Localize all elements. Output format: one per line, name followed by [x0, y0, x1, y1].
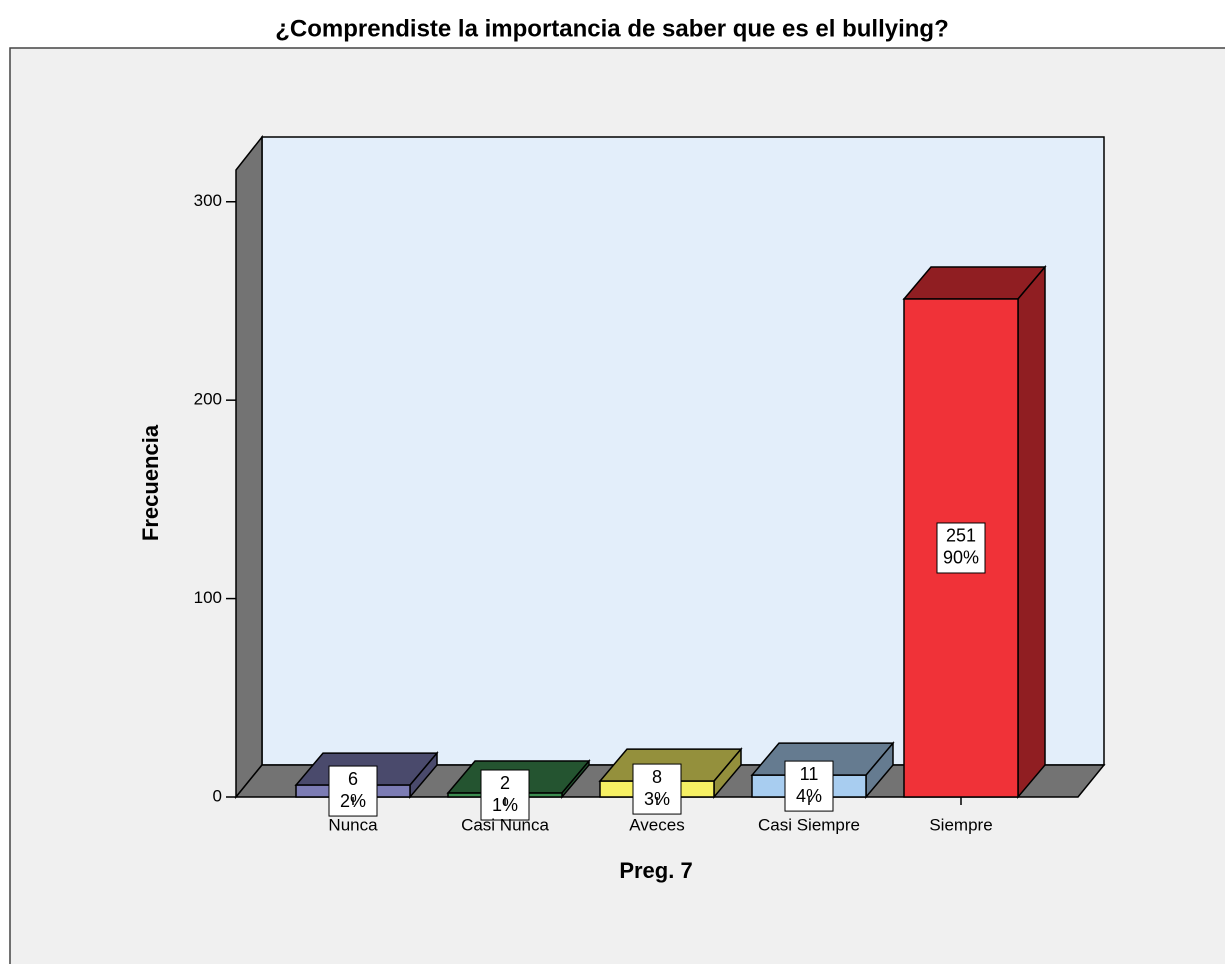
y-tick-label: 200 — [194, 390, 222, 409]
data-label: 11 — [800, 764, 819, 784]
data-label-box — [632, 763, 682, 815]
x-tick-label: Casi Nunca — [461, 815, 549, 834]
chart-title: ¿Comprendiste la importancia de saber qu… — [275, 15, 949, 42]
data-label: 6 — [348, 769, 358, 789]
data-label: 8 — [652, 767, 662, 787]
percent-label: 4% — [796, 786, 822, 806]
data-label-box — [328, 765, 378, 817]
x-tick-label: Siempre — [929, 815, 992, 834]
x-axis-title: Preg. 7 — [619, 858, 692, 883]
data-label-box — [936, 522, 986, 574]
x-tick-label: Aveces — [629, 815, 684, 834]
y-tick-label: 100 — [194, 588, 222, 607]
x-tick-label: Nunca — [328, 815, 378, 834]
side-wall — [235, 134, 263, 800]
x-tick-label: Casi Siempre — [758, 815, 860, 834]
y-tick-label: 300 — [194, 191, 222, 210]
percent-label: 90% — [943, 548, 979, 568]
data-label: 2 — [500, 773, 510, 793]
y-axis-title: Frecuencia — [138, 424, 163, 541]
data-label: 251 — [946, 526, 976, 546]
data-label-box — [480, 769, 530, 821]
y-tick-label: 0 — [213, 786, 222, 805]
bar-side — [1017, 264, 1046, 800]
